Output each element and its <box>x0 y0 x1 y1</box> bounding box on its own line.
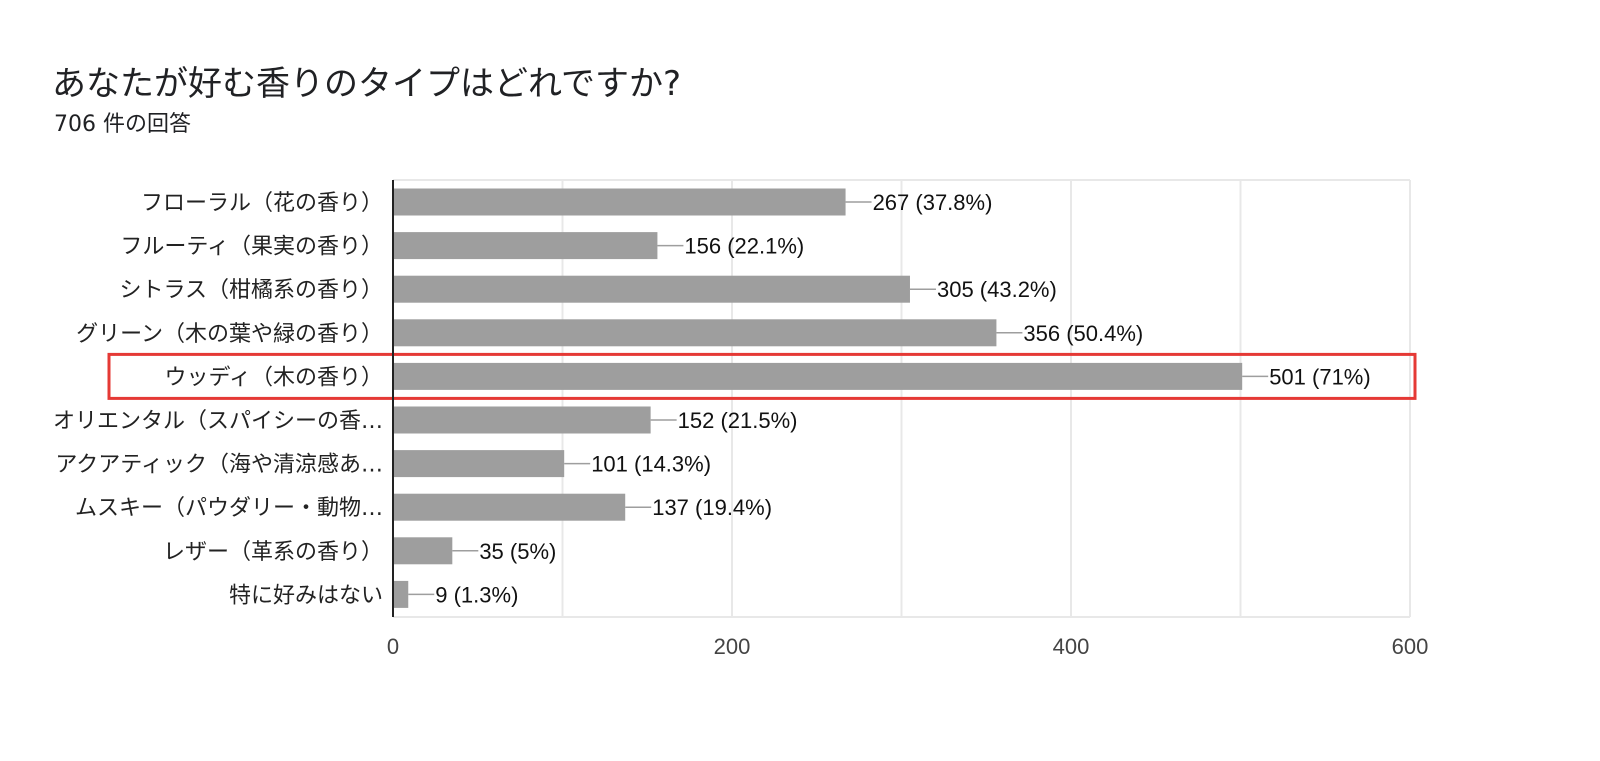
highlight-box <box>107 352 1417 400</box>
x-tick-label: 600 <box>1392 634 1429 659</box>
category-label: フルーティ（果実の香り） <box>120 235 383 260</box>
data-label: 101 (14.3%) <box>591 452 711 477</box>
category-label: オリエンタル（スパイシーの香… <box>53 409 383 434</box>
chart-title: あなたが好む香りのタイプはどれですか? <box>52 64 682 104</box>
bar <box>393 362 1243 390</box>
bar <box>393 319 997 347</box>
labels: 0 200 400 600 267 (37.8%) フローラル（花の香り） 156 (22.… <box>53 180 1428 659</box>
bar <box>393 406 651 434</box>
bar <box>393 275 910 303</box>
data-label: 156 (22.1%) <box>684 234 804 259</box>
category-label: グリーン（木の葉や緑の香り） <box>76 322 383 347</box>
bar <box>393 580 409 608</box>
category-label: アクアティック（海や清涼感あ… <box>55 453 383 478</box>
data-label: 152 (21.5%) <box>678 408 798 433</box>
data-label: 137 (19.4%) <box>652 495 772 520</box>
data-label: 305 (43.2%) <box>937 277 1057 302</box>
response-count: 706 件の回答 <box>54 112 191 137</box>
category-label: フローラル（花の香り） <box>141 191 383 216</box>
category-label: レザー（革系の香り） <box>163 540 383 565</box>
bar <box>393 188 846 216</box>
bar <box>393 232 658 260</box>
bar <box>393 493 626 521</box>
x-tick-label: 200 <box>714 634 751 659</box>
bar <box>393 450 565 478</box>
category-label: ムスキー（パウダリー・動物… <box>75 496 383 521</box>
x-tick-label: 0 <box>387 634 399 659</box>
data-label: 35 (5%) <box>479 539 556 564</box>
bars <box>393 188 1269 608</box>
data-label: 356 (50.4%) <box>1023 321 1143 346</box>
category-label: ウッディ（木の香り） <box>165 365 383 390</box>
data-label: 501 (71%) <box>1269 364 1371 389</box>
bar <box>393 537 453 565</box>
category-label: シトラス（柑橘系の香り） <box>119 278 383 303</box>
x-tick-label: 400 <box>1053 634 1090 659</box>
data-label: 9 (1.3%) <box>435 582 518 607</box>
data-label: 267 (37.8%) <box>873 190 993 215</box>
category-label: 特に好みはない <box>229 583 383 608</box>
